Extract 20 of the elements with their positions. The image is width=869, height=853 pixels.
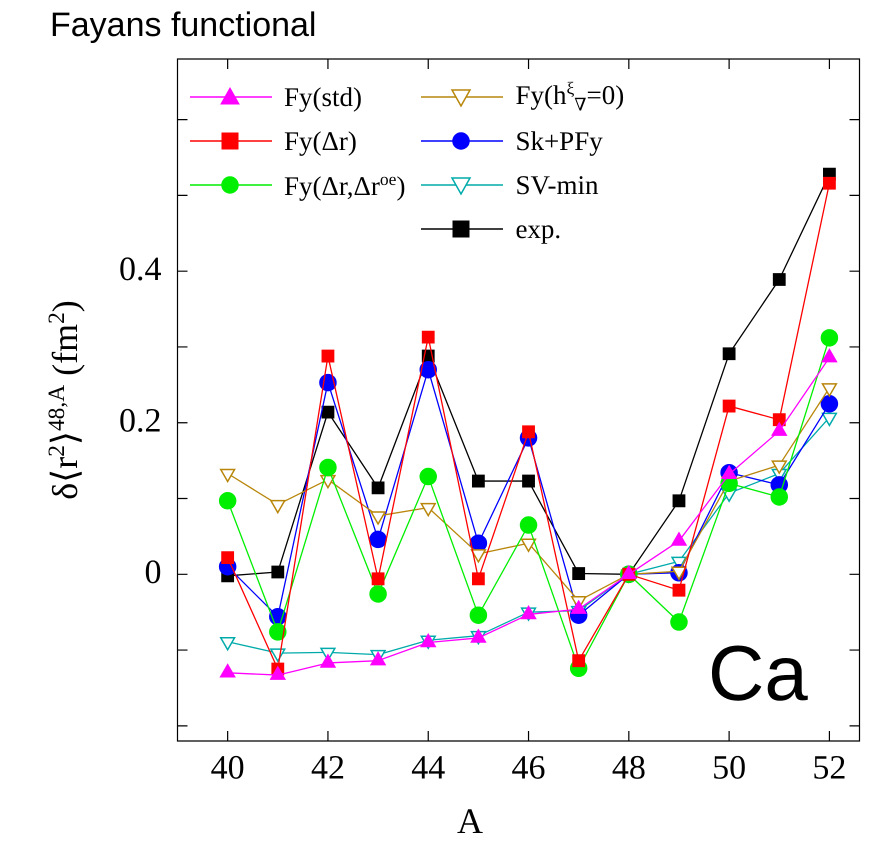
x-tick-label: 44 [411, 749, 446, 786]
annotation: Ca [708, 628, 808, 719]
x-tick-label: 50 [712, 749, 746, 786]
y-tick-label: 0.4 [119, 251, 162, 288]
x-tick-label: 40 [210, 749, 245, 786]
legend-label: Fy(std) [284, 82, 362, 112]
legend-label: SV-min [515, 170, 598, 200]
legend-label: Fy(Δr,Δr$^{oe}$) [284, 168, 406, 202]
legend-label: Fy(h$^{ξ}$$_{∇}$=0) [515, 78, 624, 116]
legend-label: exp. [515, 214, 562, 244]
x-tick-label: 46 [512, 749, 546, 786]
legend-label: Fy(Δr) [284, 126, 357, 156]
y-tick-label: 0 [144, 554, 162, 592]
chart-title: Fayans functional [50, 6, 316, 45]
x-tick-label: 42 [310, 749, 345, 786]
x-axis-title: A [457, 800, 483, 842]
y-tick-label: 0.2 [119, 402, 162, 440]
legend-label: Sk+PFy [515, 126, 603, 156]
x-tick-label: 52 [812, 749, 846, 786]
x-tick-label: 48 [612, 749, 646, 786]
